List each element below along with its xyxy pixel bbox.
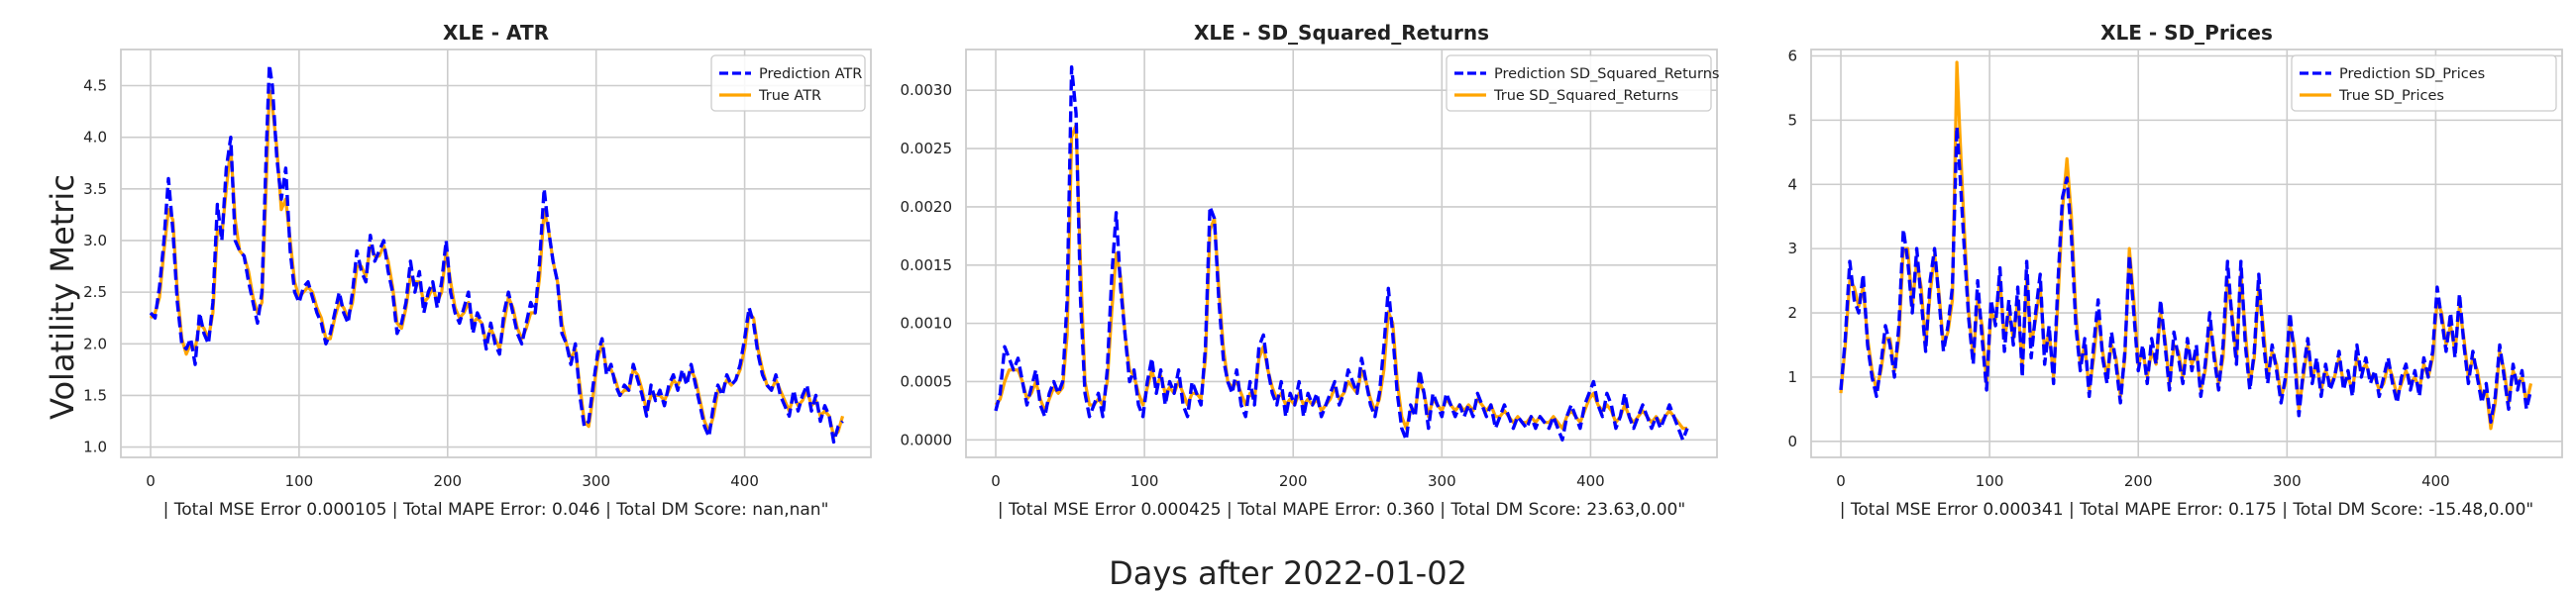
plot-frame xyxy=(965,49,1718,458)
chart-panel-2: 0 100 200 300 400 0.0000 0.0005 0.0010 0.0015 0.0… xyxy=(901,21,1720,520)
y-tick-label-3.0: 3.0 xyxy=(83,232,107,249)
plot-area xyxy=(966,50,1717,457)
chart-panel-3: 0 100 200 300 400 0 1 2 3 4 5 6 XLE - SD_Prices | Tot… xyxy=(1787,21,2563,520)
y-tick-label-2: 2 xyxy=(1787,304,1797,322)
x-tick-label-0: 0 xyxy=(146,472,156,490)
chart-panels: 0 100 200 300 4001.01.52.02.53.03.54.04.5XLE… xyxy=(83,21,2563,520)
y-tick-label-0.0000: 0.0000 xyxy=(901,431,953,448)
figure-ylabel: Volatility Metric xyxy=(44,174,81,420)
y-tick-label-3: 3 xyxy=(1787,240,1797,257)
series-line-prediction-atr xyxy=(149,62,844,445)
y-tick-label-0.0030: 0.0030 xyxy=(901,81,953,99)
y-tick-label-5: 5 xyxy=(1787,111,1797,129)
y-tick-label-1.0: 1.0 xyxy=(83,439,107,456)
y-tick-label-0.0010: 0.0010 xyxy=(901,315,953,333)
y-tick-label-0.0020: 0.0020 xyxy=(901,198,953,216)
y-tick-label-0.0015: 0.0015 xyxy=(901,256,953,274)
legend-box xyxy=(1446,54,1712,112)
legend-label-prediction-sd-prices: Prediction SD_Prices xyxy=(2339,66,2485,82)
series-line-prediction-sd-squared-returns xyxy=(994,65,1689,442)
x-tick-label-0: 0 xyxy=(991,472,1001,490)
y-tick-label-4: 4 xyxy=(1787,175,1797,193)
legend-box xyxy=(710,54,866,112)
legend-label-true-sd-squared-returns: True SD_Squared_Returns xyxy=(1493,88,1678,104)
x-tick-label-300: 300 xyxy=(582,472,610,490)
chart-title: XLE - ATR xyxy=(443,21,549,45)
y-tick-label-2.0: 2.0 xyxy=(83,335,107,352)
x-tick-label-200: 200 xyxy=(433,472,462,490)
y-tick-label-4.5: 4.5 xyxy=(83,77,107,95)
chart-panel-1: 0 100 200 300 400 1.0 1.5 2.0 2.5 3.0 3.5 4.0 4.5 XLE… xyxy=(83,21,872,520)
x-tick-label-200: 200 xyxy=(1279,472,1308,490)
series-line-true-sd-prices xyxy=(1839,60,2533,431)
x-tick-label-100: 100 xyxy=(1130,472,1159,490)
y-tick-label-1.5: 1.5 xyxy=(83,386,107,404)
x-axis-label: | Total MSE Error 0.000105 | Total MAPE … xyxy=(163,500,829,520)
plot-frame xyxy=(120,49,872,458)
legend-label-prediction-sd-squared-returns: Prediction SD_Squared_Returns xyxy=(1494,66,1719,82)
x-tick-label-400: 400 xyxy=(1576,472,1605,490)
x-tick-label-200: 200 xyxy=(2124,472,2153,490)
chart-title: XLE - SD_Squared_Returns xyxy=(1194,21,1489,45)
plot-area xyxy=(121,50,871,457)
y-tick-label-1: 1 xyxy=(1787,368,1797,386)
x-tick-label-400: 400 xyxy=(2421,472,2450,490)
y-tick-label-2.5: 2.5 xyxy=(83,283,107,301)
y-tick-label-0.0025: 0.0025 xyxy=(901,140,953,157)
legend-label-prediction-atr: Prediction ATR xyxy=(759,66,862,82)
y-tick-label-0: 0 xyxy=(1787,433,1797,450)
chart-title: XLE - SD_Prices xyxy=(2100,21,2273,45)
y-tick-label-3.5: 3.5 xyxy=(83,180,107,198)
x-axis-label: | Total MSE Error 0.000425 | Total MAPE … xyxy=(998,500,1685,520)
legend-label-true-sd-prices: True SD_Prices xyxy=(2338,88,2444,104)
x-tick-label-400: 400 xyxy=(730,472,759,490)
y-tick-label-6: 6 xyxy=(1787,47,1797,64)
legend-box xyxy=(2291,54,2557,112)
plot-frame xyxy=(1810,49,2563,458)
x-tick-label-100: 100 xyxy=(1976,472,2004,490)
y-tick-label-0.0005: 0.0005 xyxy=(901,372,953,390)
figure-xlabel: Days after 2022-01-02 xyxy=(1109,554,1467,592)
legend-label-true-atr: True ATR xyxy=(758,88,821,104)
x-tick-label-300: 300 xyxy=(2273,472,2302,490)
x-tick-label-100: 100 xyxy=(285,472,314,490)
x-tick-label-0: 0 xyxy=(1836,472,1846,490)
x-tick-label-300: 300 xyxy=(1428,472,1456,490)
series-line-prediction-sd-prices xyxy=(1839,125,2533,424)
x-axis-label: | Total MSE Error 0.000341 | Total MAPE … xyxy=(1840,500,2534,520)
y-tick-label-4.0: 4.0 xyxy=(83,129,107,147)
